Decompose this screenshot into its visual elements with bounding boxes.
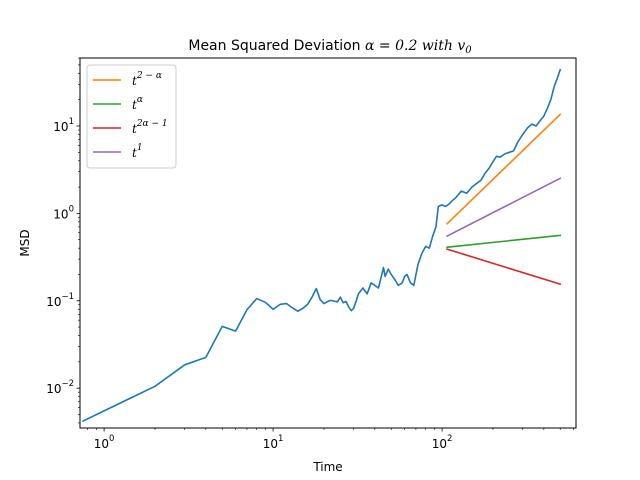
y-tick-label: 10−2 [46,379,74,396]
legend-label: t2 − α [132,71,162,88]
reference-line-3 [446,248,562,286]
x-axis-label: Time [312,460,342,474]
legend-label: t1 [132,143,143,160]
reference-line-1 [445,113,562,225]
tick-layer: 100 101 102 10−2 10−1 100 101 [46,57,574,451]
y-axis-label: MSD [18,229,32,256]
legend-box [86,64,177,169]
reference-line-2 [446,234,562,249]
x-tick-label: 100 [94,434,115,451]
y-tick-label: 10−1 [46,292,74,309]
series-layer [81,68,562,423]
x-tick-label: 102 [432,434,453,451]
y-tick-label: 100 [53,204,74,221]
msd-series-line [81,68,562,423]
chart-title: Mean Squared Deviation α = 0.2 with v0 [188,38,472,56]
legend: t2 − α tα t2α − 1 t1 [86,64,177,169]
legend-label: t2α − 1 [132,119,168,136]
plot-frame [79,57,577,429]
y-tick-label: 101 [53,117,74,134]
legend-items: t2 − α tα t2α − 1 t1 [93,71,168,160]
x-tick-label: 101 [263,434,284,451]
reference-line-4 [445,177,562,238]
legend-label: tα [132,95,143,112]
